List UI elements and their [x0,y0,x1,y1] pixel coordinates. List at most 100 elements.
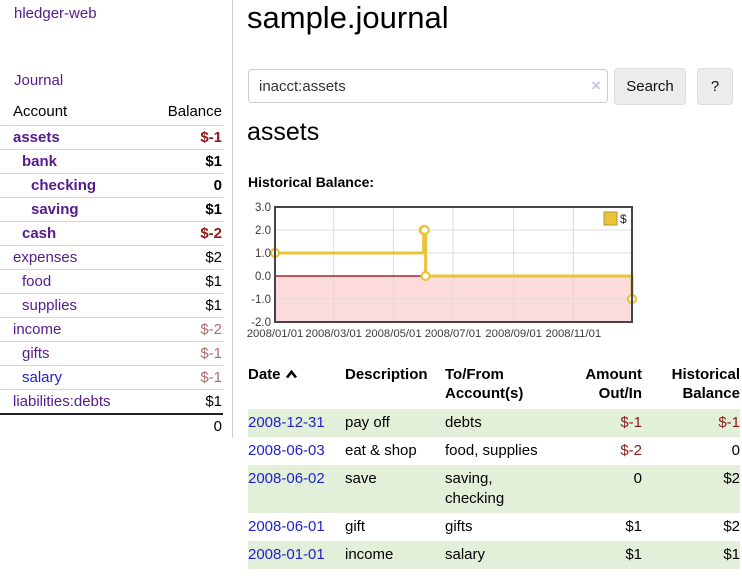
transaction-description: eat & shop [345,442,417,459]
clear-search-icon[interactable]: × [591,76,601,95]
svg-text:2008/05/01: 2008/05/01 [365,328,422,340]
accounts-total-value: 0 [148,413,223,438]
transaction-date-link[interactable]: 2008-06-02 [248,470,325,487]
transaction-description: pay off [345,409,445,437]
account-balance: $-1 [148,365,223,390]
transaction-date-link[interactable]: 2008-12-31 [248,414,325,431]
svg-text:$: $ [620,212,627,226]
transaction-accounts: gifts [445,518,473,535]
svg-text:2008/07/01: 2008/07/01 [425,328,482,340]
balance-column-header: Historical Balance [671,366,740,402]
transaction-balance: 0 [731,442,740,459]
sidebar-account-link[interactable]: salary [22,369,63,386]
balance-column-header: Balance [167,103,222,120]
svg-text:2008/11/01: 2008/11/01 [545,328,601,340]
svg-text:2008/01/01: 2008/01/01 [247,328,304,340]
account-row: assets $-1 [0,125,223,150]
sidebar-account-link[interactable]: supplies [22,297,78,314]
transaction-balance: $2 [642,465,740,513]
sidebar-account-link[interactable]: assets [13,129,60,146]
svg-text:3.0: 3.0 [255,202,271,214]
sidebar-account-link[interactable]: income [13,321,62,338]
transaction-description: income [345,541,445,569]
sidebar-account-link[interactable]: saving [31,201,79,218]
search-input[interactable] [248,69,608,103]
account-row: bank $1 [0,149,223,174]
sidebar-item-journal[interactable]: Journal [14,72,64,89]
sidebar-account-link[interactable]: bank [22,153,58,170]
account-row: liabilities:debts $1 [0,389,223,414]
sidebar-account-link[interactable]: expenses [13,249,78,266]
account-row: income $-2 [0,317,223,342]
transaction-amount: $-2 [620,442,642,459]
description-column-header: Description [345,366,428,383]
account-column-header: Account [13,103,68,120]
register-row: 2008-06-03 eat & shop food, supplies $-2 0 [248,437,740,465]
svg-text:1.0: 1.0 [255,248,271,260]
sidebar-account-link[interactable]: checking [31,177,97,194]
transaction-accounts: salary [445,541,551,569]
transaction-date-link[interactable]: 2008-06-03 [248,442,325,459]
transaction-balance: $2 [723,518,740,535]
transaction-date-link[interactable]: 2008-01-01 [248,546,325,563]
svg-text:-1.0: -1.0 [251,294,271,306]
transaction-amount: $1 [551,541,642,569]
account-balance: $1 [148,269,223,294]
svg-text:0.0: 0.0 [255,271,271,283]
account-row: gifts $-1 [0,341,223,366]
account-row: salary $-1 [0,365,223,390]
account-row: expenses $2 [0,245,223,270]
transaction-amount: $-1 [551,409,642,437]
account-balance: $1 [148,293,223,318]
search-box: × [248,69,610,105]
page-title: sample.journal [247,0,449,35]
account-balance: $-2 [148,317,223,342]
transaction-description: save [345,465,445,513]
sidebar-account-link[interactable]: food [22,273,52,290]
account-balance: $-2 [148,221,223,246]
accounts-table: Account Balance assets $-1 bank $1 checking 0… [0,100,223,438]
amount-column-header: Amount Out/In [585,366,642,402]
register-table: Date Description To/From Account(s) Amoun… [248,361,740,569]
sidebar-account-link[interactable]: gifts [22,345,50,362]
svg-text:2.0: 2.0 [255,225,271,237]
account-balance: $-1 [148,125,223,150]
account-balance: $1 [148,149,223,174]
transaction-amount: 0 [551,465,642,513]
transaction-balance: $1 [642,541,740,569]
transaction-description: gift [345,518,366,535]
register-row: 2008-06-01 gift gifts $1 $2 [248,513,740,541]
accounts-table-header: Account Balance [0,100,223,126]
account-balance: 0 [148,173,223,198]
register-row: 2008-06-02 save saving, checking 0 $2 [248,465,740,513]
svg-text:2008/03/01: 2008/03/01 [305,328,362,340]
help-button[interactable]: ? [697,68,733,105]
transaction-accounts: debts [445,409,551,437]
search-button[interactable]: Search [614,68,686,105]
sidebar-account-link[interactable]: cash [22,225,57,242]
account-row: saving $1 [0,197,223,222]
account-row: cash $-2 [0,221,223,246]
brand-link[interactable]: hledger-web [14,5,97,22]
account-row: food $1 [0,269,223,294]
account-balance: $1 [148,197,223,222]
register-row: 2008-12-31 pay off debts $-1 $-1 [248,409,740,437]
register-header-row: Date Description To/From Account(s) Amoun… [248,361,740,409]
svg-text:-2.0: -2.0 [251,317,271,329]
account-row: supplies $1 [0,293,223,318]
date-column-header[interactable]: Date [248,361,345,409]
accounts-total-row: 0 [0,413,223,438]
sort-ascending-icon [285,366,298,385]
sidebar-account-link[interactable]: liabilities:debts [13,393,111,410]
register-row: 2008-01-01 income salary $1 $1 [248,541,740,569]
account-balance: $1 [148,389,223,414]
account-heading: assets [247,118,320,146]
transaction-amount: $1 [625,518,642,535]
svg-text:2008/09/01: 2008/09/01 [485,328,542,340]
sidebar-divider [232,0,233,438]
transaction-accounts: saving, checking [445,465,551,513]
chart-label: Historical Balance: [248,174,375,190]
transaction-date-link[interactable]: 2008-06-01 [248,518,325,535]
accounts-column-header: To/From Account(s) [445,366,524,402]
transaction-accounts: food, supplies [445,442,538,459]
